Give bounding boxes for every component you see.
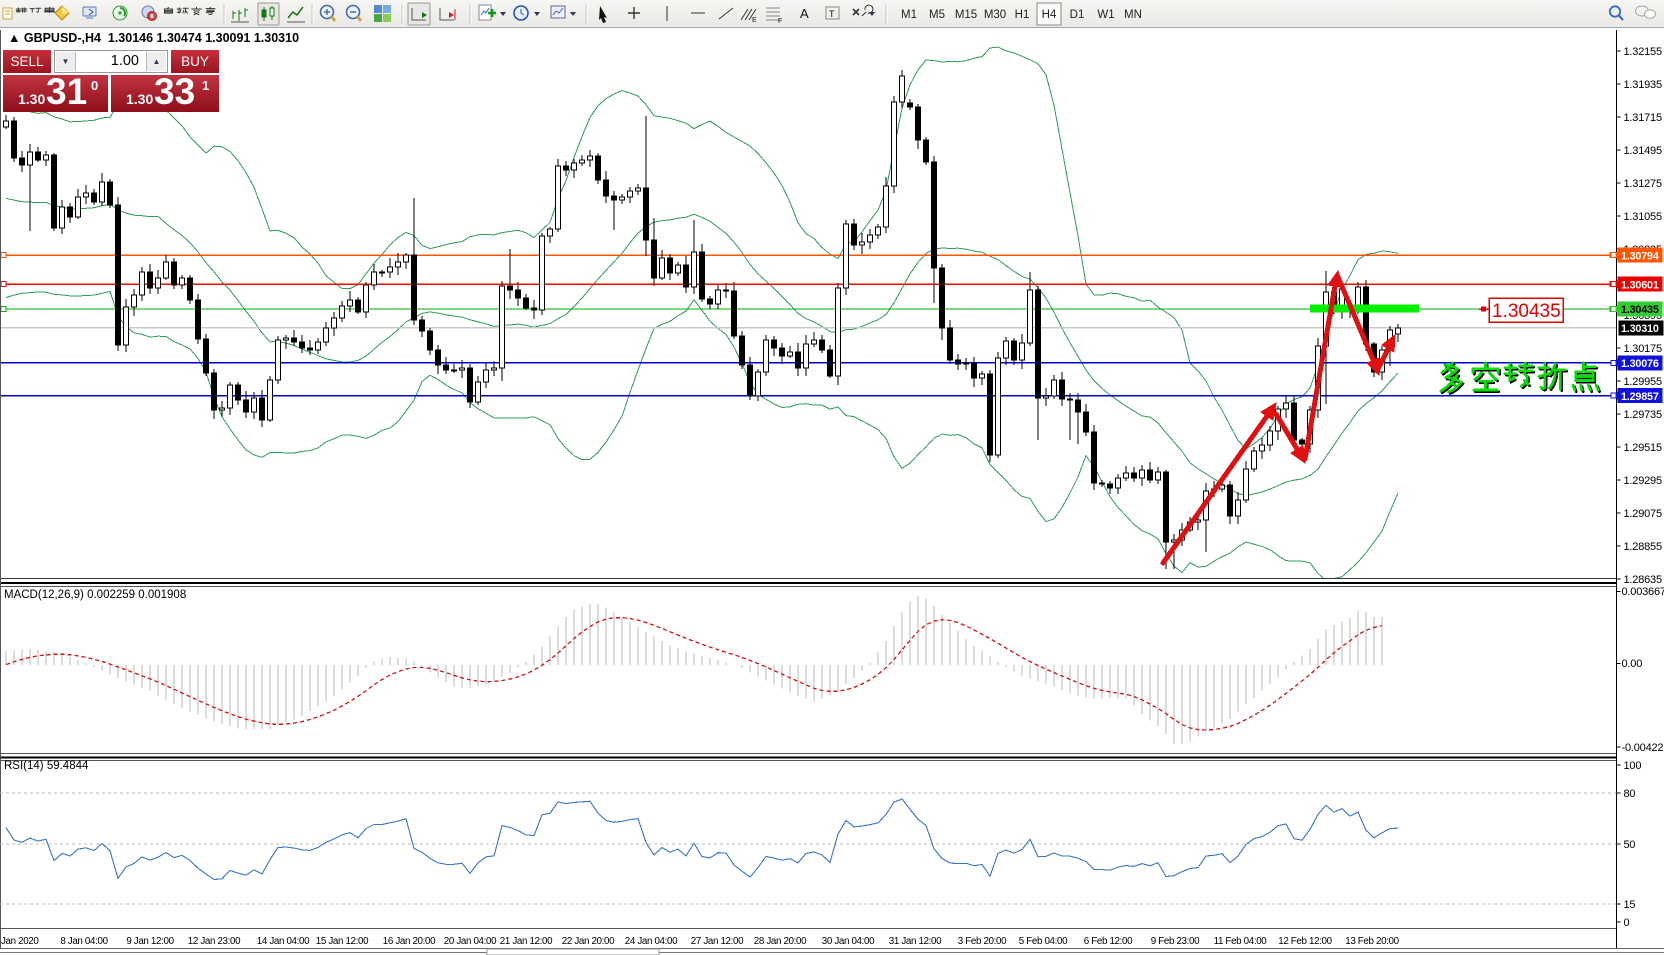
svg-text:1.30310: 1.30310 — [1621, 323, 1659, 335]
svg-text:22 Jan 20:00: 22 Jan 20:00 — [562, 936, 615, 947]
svg-text:1.29857: 1.29857 — [1621, 391, 1659, 403]
svg-text:MACD(12,26,9) 0.002259 0.00190: MACD(12,26,9) 0.002259 0.001908 — [4, 589, 186, 601]
svg-text:6 Jan 2020: 6 Jan 2020 — [0, 936, 39, 947]
svg-text:6 Feb 12:00: 6 Feb 12:00 — [1084, 936, 1133, 947]
svg-text:H4: H4 — [1042, 9, 1057, 21]
svg-text:1.31495: 1.31495 — [1624, 145, 1662, 157]
svg-text:15 Jan 12:00: 15 Jan 12:00 — [316, 936, 369, 947]
svg-text:1.28635: 1.28635 — [1624, 574, 1662, 586]
svg-text:-0.00422: -0.00422 — [1622, 742, 1664, 754]
svg-text:12 Jan 23:00: 12 Jan 23:00 — [188, 936, 241, 947]
svg-text:14 Jan 04:00: 14 Jan 04:00 — [257, 936, 310, 947]
svg-text:3 Feb 20:00: 3 Feb 20:00 — [958, 936, 1007, 947]
svg-text:11 Feb 04:00: 11 Feb 04:00 — [1214, 936, 1268, 947]
svg-text:H1: H1 — [1015, 9, 1030, 21]
svg-text:1.30435: 1.30435 — [1492, 301, 1561, 322]
svg-text:20 Jan 04:00: 20 Jan 04:00 — [444, 936, 497, 947]
svg-text:28 Jan 20:00: 28 Jan 20:00 — [754, 936, 807, 947]
svg-text:1.29955: 1.29955 — [1624, 376, 1662, 388]
svg-text:1.29515: 1.29515 — [1624, 442, 1662, 454]
svg-text:MN: MN — [1124, 9, 1142, 21]
svg-text:27 Jan 12:00: 27 Jan 12:00 — [691, 936, 744, 947]
svg-text:F: F — [778, 18, 782, 25]
svg-text:T: T — [829, 9, 835, 19]
svg-text:1.28855: 1.28855 — [1624, 541, 1662, 553]
svg-text:50: 50 — [1624, 839, 1636, 851]
svg-text:21 Jan 12:00: 21 Jan 12:00 — [500, 936, 553, 947]
svg-text:31 Jan 12:00: 31 Jan 12:00 — [889, 936, 942, 947]
svg-text:1.29735: 1.29735 — [1624, 409, 1662, 421]
svg-text:13 Feb 20:00: 13 Feb 20:00 — [1345, 936, 1399, 947]
svg-text:8 Jan 04:00: 8 Jan 04:00 — [60, 936, 108, 947]
svg-text:1.32155: 1.32155 — [1624, 46, 1662, 58]
svg-text:30 Jan 04:00: 30 Jan 04:00 — [822, 936, 875, 947]
svg-text:0.00: 0.00 — [1622, 658, 1643, 670]
svg-text:D1: D1 — [1070, 9, 1085, 21]
svg-text:RSI(14) 59.4844: RSI(14) 59.4844 — [4, 760, 89, 772]
svg-text:W1: W1 — [1097, 9, 1114, 21]
svg-text:1.31715: 1.31715 — [1624, 112, 1662, 124]
svg-text:M30: M30 — [984, 9, 1006, 21]
svg-text:1.30435: 1.30435 — [1621, 304, 1659, 316]
svg-text:9 Feb 23:00: 9 Feb 23:00 — [1151, 936, 1200, 947]
svg-text:1.29075: 1.29075 — [1624, 508, 1662, 520]
svg-text:1.29295: 1.29295 — [1624, 475, 1662, 487]
svg-text:9 Jan 12:00: 9 Jan 12:00 — [126, 936, 174, 947]
svg-text:1.30175: 1.30175 — [1624, 343, 1662, 355]
svg-text:1.30794: 1.30794 — [1621, 250, 1659, 262]
svg-text:15: 15 — [1624, 899, 1636, 911]
svg-text:1.31055: 1.31055 — [1624, 211, 1662, 223]
svg-text:0: 0 — [1624, 917, 1630, 929]
svg-text:M1: M1 — [901, 9, 917, 21]
svg-text:1.31275: 1.31275 — [1624, 178, 1662, 190]
svg-text:1.31935: 1.31935 — [1624, 79, 1662, 91]
svg-text:24 Jan 04:00: 24 Jan 04:00 — [625, 936, 678, 947]
svg-text:M5: M5 — [929, 9, 945, 21]
svg-text:M15: M15 — [955, 9, 977, 21]
svg-text:1.30076: 1.30076 — [1621, 358, 1659, 370]
svg-text:12 Feb 12:00: 12 Feb 12:00 — [1278, 936, 1332, 947]
svg-text:5 Feb 04:00: 5 Feb 04:00 — [1019, 936, 1068, 947]
svg-text:80: 80 — [1624, 788, 1636, 800]
svg-text:100: 100 — [1624, 760, 1642, 772]
svg-text:16 Jan 20:00: 16 Jan 20:00 — [383, 936, 436, 947]
svg-text:1.30601: 1.30601 — [1621, 279, 1659, 291]
svg-text:A: A — [800, 6, 809, 21]
svg-text:0.003667: 0.003667 — [1622, 586, 1664, 598]
svg-text:E: E — [752, 17, 757, 24]
